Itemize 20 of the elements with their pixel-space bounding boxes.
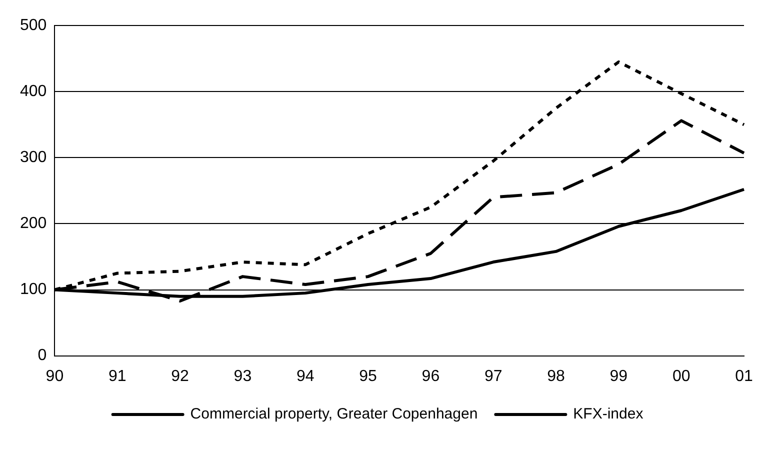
x-tick-label: 00: [672, 368, 690, 385]
x-tick-label: 92: [171, 368, 190, 385]
x-tick-label: 94: [296, 368, 314, 385]
legend-label: Commercial property, Greater Copenhagen: [190, 406, 478, 423]
x-tick-label: 95: [359, 368, 378, 385]
y-tick-label: 300: [20, 149, 47, 166]
x-tick-label: 99: [610, 368, 628, 385]
y-tick-label: 500: [20, 17, 47, 34]
legend-label: KFX-index: [573, 406, 644, 423]
y-tick-label: 100: [20, 281, 47, 298]
x-tick-label: 90: [46, 368, 64, 385]
x-tick-label: 93: [234, 368, 252, 385]
y-tick-label: 0: [38, 347, 47, 364]
x-tick-label: 96: [422, 368, 440, 385]
x-tick-label: 98: [547, 368, 566, 385]
x-tick-label: 01: [735, 368, 753, 385]
x-tick-label: 97: [484, 368, 502, 385]
y-tick-label: 400: [20, 83, 47, 100]
y-tick-label: 200: [20, 215, 47, 232]
x-tick-label: 91: [108, 368, 126, 385]
